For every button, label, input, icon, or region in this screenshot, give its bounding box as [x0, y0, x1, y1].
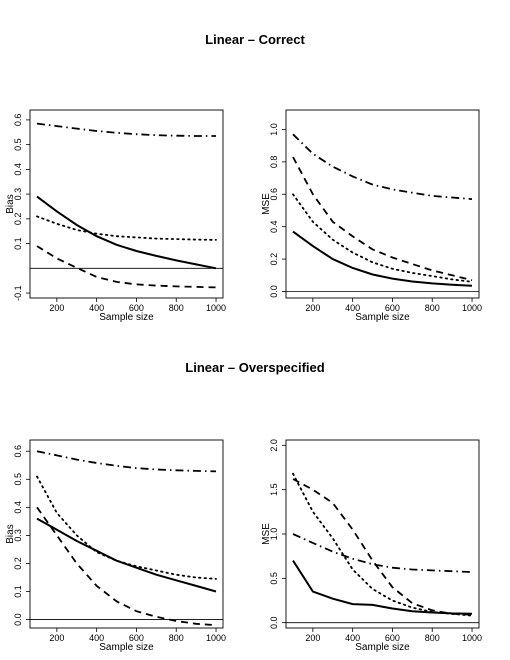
chart-panel-2: 200 400 600 800 1000 0.0 0.2 0.4 0.6 0.8 1.0 Sample…	[261, 109, 482, 323]
y-tick-label: 0.4	[269, 220, 279, 233]
x-tick-label: 1000	[462, 303, 482, 313]
x-tick-label: 800	[425, 303, 440, 313]
series-line-dotted	[292, 193, 473, 283]
x-tick-label: 400	[345, 633, 360, 643]
y-tick-label: -0.1	[13, 285, 23, 301]
x-tick-label: 600	[385, 303, 400, 313]
y-tick-label: 1.5	[269, 483, 279, 496]
series-line-dotted	[36, 475, 217, 580]
x-tick-label: 1000	[206, 633, 226, 643]
series-line-dashed	[292, 156, 473, 282]
chart-panel-4: 200 400 600 800 1000 0.0 0.5 1.0 1.5 2.0 Sample si…	[261, 439, 482, 653]
y-tick-label: 0.2	[269, 253, 279, 266]
series-line-solid	[292, 560, 473, 615]
series-line-solid	[292, 230, 473, 287]
y-tick-label: 0.4	[13, 501, 23, 514]
plot-frame	[29, 439, 224, 629]
y-tick-label: 0.3	[13, 188, 23, 201]
y-tick-label: 0.2	[13, 213, 23, 226]
series-line-dashdot	[36, 450, 217, 473]
chart-panel-3: 200 400 600 800 1000 0.0 0.1 0.2 0.3 0.4 0.5 0.6 Sam…	[5, 439, 226, 653]
x-axis-label: Sample size	[99, 642, 154, 653]
y-tick-label: 0.5	[13, 138, 23, 151]
x-axis-label: Sample size	[355, 312, 410, 323]
y-tick-label: 0.3	[13, 529, 23, 542]
y-tick-label: 2.0	[269, 439, 279, 452]
x-tick-label: 200	[305, 633, 320, 643]
x-tick-label: 200	[49, 633, 64, 643]
x-tick-label: 400	[89, 633, 104, 643]
y-tick-label: 0.4	[13, 163, 23, 176]
x-axis-label: Sample size	[99, 312, 154, 323]
x-axis-label: Sample size	[355, 642, 410, 653]
x-tick-label: 800	[425, 633, 440, 643]
y-tick-label: 0.0	[269, 285, 279, 298]
series-line-dotted	[36, 215, 217, 241]
y-tick-label: 1.0	[269, 528, 279, 541]
plot-frame	[285, 109, 480, 299]
x-tick-label: 1000	[462, 633, 482, 643]
x-tick-label: 600	[129, 303, 144, 313]
series-line-solid	[36, 195, 217, 270]
panels: 200 400 600 800 1000 -0.1 0.1 0.2 0.3 0.4 0.5 0.6 Sa…	[5, 109, 482, 653]
y-tick-label: 0.5	[13, 473, 23, 486]
y-tick-label: 0.6	[13, 114, 23, 127]
y-tick-label: 0.1	[13, 237, 23, 250]
section-title-linear-correct: Linear – Correct	[205, 32, 305, 47]
x-tick-label: 800	[169, 303, 184, 313]
y-tick-label: 0.1	[13, 585, 23, 598]
x-tick-label: 200	[305, 303, 320, 313]
chart-panel-1: 200 400 600 800 1000 -0.1 0.1 0.2 0.3 0.4 0.5 0.6 Sa…	[5, 109, 226, 323]
series-line-dashdot	[292, 533, 473, 573]
x-tick-label: 600	[385, 633, 400, 643]
x-tick-label: 1000	[206, 303, 226, 313]
plot-frame	[285, 439, 480, 629]
y-tick-label: 0.5	[269, 572, 279, 585]
series-line-dotted	[292, 472, 473, 617]
y-tick-label: 0.0	[13, 613, 23, 626]
y-tick-label: 0.2	[13, 557, 23, 570]
y-axis-label: Bias	[5, 194, 16, 213]
y-tick-label: 0.8	[269, 156, 279, 169]
series-line-dashed	[36, 506, 217, 627]
x-tick-label: 800	[169, 633, 184, 643]
y-tick-label: 0.6	[269, 188, 279, 201]
y-tick-label: 0.6	[13, 445, 23, 458]
x-tick-label: 200	[49, 303, 64, 313]
y-axis-label: MSE	[261, 523, 272, 545]
x-tick-label: 400	[345, 303, 360, 313]
y-axis-label: Bias	[5, 524, 16, 543]
series-line-solid	[36, 517, 217, 593]
series-line-dashdot	[36, 122, 216, 137]
series-line-dashed	[36, 245, 217, 289]
y-tick-label: 0.0	[269, 616, 279, 629]
y-axis-label: MSE	[261, 193, 272, 215]
series-line-dashdot	[292, 133, 473, 200]
plot-frame	[29, 109, 224, 299]
x-tick-label: 600	[129, 633, 144, 643]
y-tick-label: 1.0	[269, 123, 279, 136]
section-title-linear-overspecified: Linear – Overspecified	[185, 360, 325, 375]
x-tick-label: 400	[89, 303, 104, 313]
